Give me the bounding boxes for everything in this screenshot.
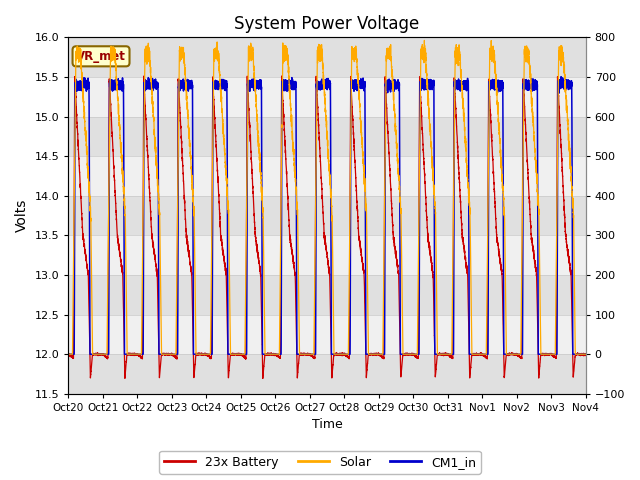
Bar [68,275,586,314]
Bar [68,156,586,196]
Legend: 23x Battery, Solar, CM1_in: 23x Battery, Solar, CM1_in [159,451,481,474]
Bar [68,37,586,77]
Text: VR_met: VR_met [76,50,126,63]
Bar [68,196,586,235]
Bar [68,77,586,117]
Bar [68,235,586,275]
Bar [68,314,586,354]
Title: System Power Voltage: System Power Voltage [234,15,420,33]
Bar [68,117,586,156]
X-axis label: Time: Time [312,419,342,432]
Y-axis label: Volts: Volts [15,199,29,232]
Bar [68,354,586,394]
